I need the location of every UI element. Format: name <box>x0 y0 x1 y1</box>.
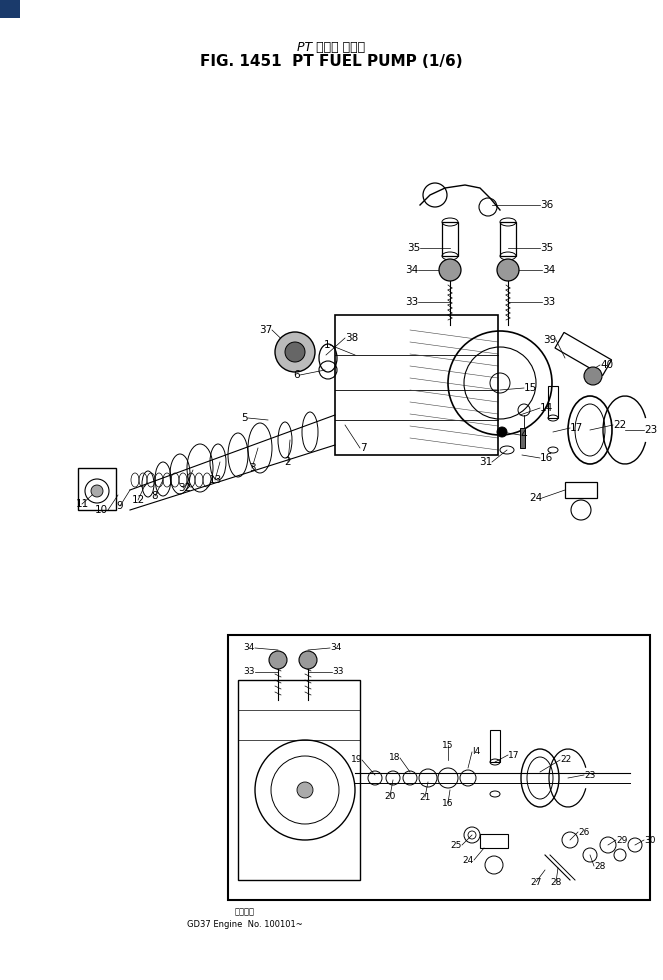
Text: 33: 33 <box>243 667 255 676</box>
Text: 24: 24 <box>463 856 474 864</box>
Text: 4: 4 <box>520 430 526 440</box>
Text: 7: 7 <box>360 443 367 453</box>
Text: 36: 36 <box>540 200 553 210</box>
Circle shape <box>269 651 287 669</box>
Text: 9: 9 <box>117 501 123 511</box>
Bar <box>228 635 650 900</box>
Text: 31: 31 <box>479 457 492 467</box>
Text: 26: 26 <box>578 827 589 837</box>
Bar <box>78 468 116 510</box>
Circle shape <box>299 651 317 669</box>
Text: I4: I4 <box>472 748 480 757</box>
Text: 34: 34 <box>404 265 418 275</box>
Text: 34: 34 <box>243 644 255 653</box>
Circle shape <box>285 342 305 362</box>
Text: 18: 18 <box>389 754 400 762</box>
Text: 33: 33 <box>542 297 555 307</box>
Text: 19: 19 <box>351 756 362 764</box>
Text: 35: 35 <box>406 243 420 253</box>
Text: 17: 17 <box>570 423 583 433</box>
Text: 27: 27 <box>530 877 542 887</box>
Text: 34: 34 <box>330 644 341 653</box>
Text: 23: 23 <box>584 770 595 779</box>
Text: 1: 1 <box>324 340 330 350</box>
Text: 39: 39 <box>543 335 556 345</box>
Bar <box>565 482 597 498</box>
Text: 37: 37 <box>259 325 272 335</box>
Bar <box>238 680 360 880</box>
Text: 33: 33 <box>404 297 418 307</box>
Text: 20: 20 <box>385 792 396 801</box>
Text: 25: 25 <box>451 841 462 850</box>
Text: PT フェル ポンプ: PT フェル ポンプ <box>297 41 365 55</box>
Text: 10: 10 <box>95 505 108 515</box>
Text: 16: 16 <box>442 799 453 808</box>
Bar <box>500 222 516 256</box>
Text: 22: 22 <box>613 420 627 430</box>
Text: 13: 13 <box>208 475 221 485</box>
Text: 21: 21 <box>419 793 431 802</box>
Text: 22: 22 <box>560 756 572 764</box>
Circle shape <box>297 782 313 798</box>
Bar <box>555 332 612 375</box>
Text: 35: 35 <box>540 243 553 253</box>
Bar <box>490 730 500 762</box>
Text: 5: 5 <box>241 413 248 423</box>
Bar <box>480 834 508 848</box>
Circle shape <box>91 485 103 497</box>
Text: 34: 34 <box>542 265 555 275</box>
Text: 15: 15 <box>524 383 537 393</box>
Text: 33: 33 <box>332 667 343 676</box>
Text: 30: 30 <box>644 836 656 845</box>
Circle shape <box>439 259 461 281</box>
Text: 28: 28 <box>594 861 605 870</box>
Bar <box>335 315 498 455</box>
Text: 24: 24 <box>529 493 542 503</box>
Circle shape <box>497 427 507 437</box>
Circle shape <box>497 259 519 281</box>
Bar <box>548 386 558 418</box>
Circle shape <box>584 367 602 385</box>
Bar <box>442 222 458 256</box>
Bar <box>520 428 525 448</box>
Text: 2: 2 <box>284 457 291 467</box>
Text: FIG. 1451  PT FUEL PUMP (1/6): FIG. 1451 PT FUEL PUMP (1/6) <box>200 55 462 70</box>
Text: 適用番号: 適用番号 <box>235 907 255 916</box>
Text: 23: 23 <box>644 425 657 435</box>
Bar <box>0 0 20 18</box>
Text: 14: 14 <box>540 403 553 413</box>
Text: 16: 16 <box>540 453 553 463</box>
Circle shape <box>275 332 315 372</box>
Text: GD37 Engine  No. 100101~: GD37 Engine No. 100101~ <box>187 919 303 928</box>
Text: 32: 32 <box>178 483 192 493</box>
Text: 6: 6 <box>293 370 300 380</box>
Text: 11: 11 <box>76 499 89 509</box>
Text: 29: 29 <box>616 836 627 845</box>
Text: 3: 3 <box>249 463 255 473</box>
Text: 12: 12 <box>131 495 145 505</box>
Text: 17: 17 <box>508 751 520 760</box>
Text: 15: 15 <box>442 741 453 750</box>
Text: 38: 38 <box>345 333 358 343</box>
Text: 28: 28 <box>550 877 562 887</box>
Text: 40: 40 <box>600 360 613 370</box>
Text: 8: 8 <box>152 491 158 501</box>
